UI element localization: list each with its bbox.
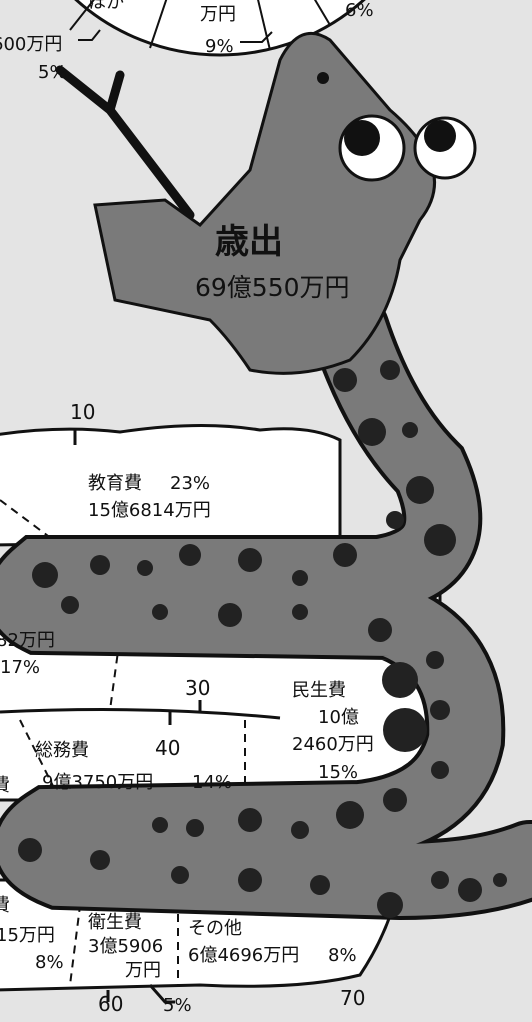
edge-label: 17% <box>0 657 41 678</box>
scale-line <box>0 430 281 1004</box>
item-name: 総務費 <box>35 740 89 761</box>
item-share: 5% <box>163 995 192 1016</box>
scale-label: 40 <box>155 736 181 760</box>
edge-label: 費 <box>0 775 10 796</box>
item-name: 民生費 <box>292 680 346 701</box>
item-amount: 15億6814万円 <box>88 500 211 521</box>
snake-body <box>0 290 532 921</box>
item-amount: 9億3750万円 <box>42 772 154 793</box>
item-name: その他 <box>188 918 242 939</box>
item-amount: 10億 <box>318 707 359 728</box>
scale-label: 70 <box>340 986 366 1010</box>
edge-label: 15万円 <box>0 925 55 946</box>
item-amount: 6億4696万円 <box>188 945 300 966</box>
pie-label: 9% <box>205 36 234 57</box>
pie-label: ほか <box>88 0 124 13</box>
edge-label: 82万円 <box>0 630 55 651</box>
title: 歳出 <box>215 222 283 262</box>
item-share: 14% <box>192 772 233 793</box>
item-share: 23% <box>170 473 211 494</box>
pie-label: 5% <box>38 62 67 83</box>
scale-label: 10 <box>70 400 96 424</box>
total: 69億550万円 <box>195 273 350 302</box>
item-amount: 3億5906 <box>88 936 164 957</box>
edge-label: 費 <box>0 895 10 916</box>
item-name: 衛生費 <box>88 912 142 933</box>
eyes <box>317 72 477 182</box>
snake-head <box>93 31 436 375</box>
edge-label: 8% <box>35 952 64 973</box>
item-share: 15% <box>318 762 359 783</box>
scale-label: 30 <box>185 676 211 700</box>
item-share: 8% <box>328 945 357 966</box>
scale-label: 60 <box>98 992 124 1016</box>
pie-label: 万円 <box>200 4 236 25</box>
pie-label: 600万円 <box>0 34 63 55</box>
spots <box>18 360 507 918</box>
pie-lines <box>69 0 331 51</box>
item-amount: 万円 <box>125 960 161 981</box>
tongue <box>55 65 195 220</box>
pie-label: 6% <box>345 0 374 21</box>
item-name: 教育費 <box>88 473 142 494</box>
item-amount: 2460万円 <box>292 734 374 755</box>
